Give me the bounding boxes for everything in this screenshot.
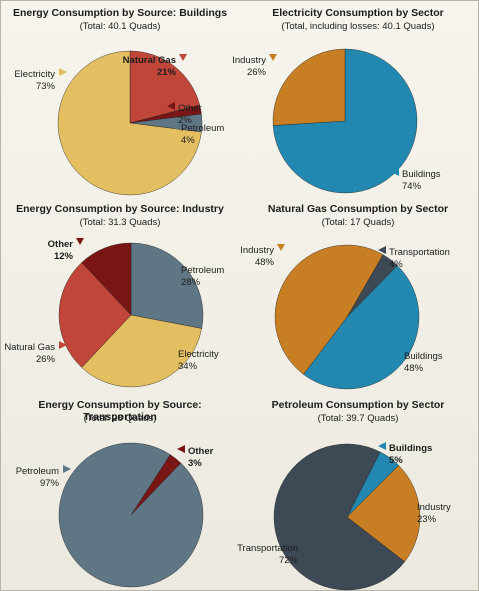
chart-title: Petroleum Consumption by Sector bbox=[271, 399, 445, 411]
chart-transportation-by-source: Energy Consumption by Source: Transporta… bbox=[1, 393, 239, 589]
label-marker-transportation bbox=[378, 246, 386, 254]
chart-subtitle: (Total: 40.1 Quads) bbox=[79, 21, 161, 32]
slice-label-petroleum: Petroleum bbox=[181, 123, 224, 134]
slice-value-other: 12% bbox=[54, 251, 74, 262]
slice-label-petroleum: Petroleum bbox=[181, 265, 224, 276]
chart-subtitle: (Total: 28 Quads) bbox=[83, 413, 157, 424]
slice-value-natural-gas: 26% bbox=[36, 354, 56, 365]
chart-title: Electricity Consumption by Sector bbox=[272, 7, 444, 19]
slice-label-industry: Industry bbox=[240, 245, 274, 256]
label-marker-buildings bbox=[378, 442, 386, 450]
label-marker-industry bbox=[277, 244, 285, 251]
slice-value-transportation: 72% bbox=[279, 555, 299, 566]
chart-title: Energy Consumption by Source: Transporta… bbox=[38, 399, 202, 423]
pie-slice-electricity bbox=[57, 50, 202, 196]
slice-value-industry: 23% bbox=[417, 514, 437, 525]
label-marker-other bbox=[167, 102, 175, 110]
slice-value-petroleum: 4% bbox=[181, 135, 195, 146]
slice-value-natural-gas: 21% bbox=[157, 67, 177, 78]
label-marker-industry bbox=[269, 54, 277, 61]
slice-label-buildings: Buildings bbox=[402, 169, 441, 180]
pie-slice-industry bbox=[272, 48, 346, 126]
slice-value-petroleum: 28% bbox=[181, 277, 201, 288]
pie-slice-industry bbox=[346, 465, 421, 563]
pie-slice-buildings bbox=[303, 265, 420, 390]
slice-label-transportation: Transportation bbox=[237, 543, 298, 554]
label-marker-petroleum bbox=[170, 122, 178, 130]
slice-label-other: Other bbox=[178, 103, 202, 114]
label-marker-buildings bbox=[391, 168, 399, 176]
label-marker-natural-gas bbox=[59, 341, 67, 349]
pie-slice-natural-gas bbox=[58, 262, 132, 368]
slice-value-industry: 26% bbox=[247, 67, 267, 78]
slice-label-buildings: Buildings bbox=[404, 351, 443, 362]
label-marker-petroleum bbox=[63, 465, 71, 473]
slice-value-industry: 48% bbox=[255, 257, 275, 268]
pie-slice-other bbox=[81, 242, 132, 316]
slice-value-buildings: 48% bbox=[404, 363, 424, 374]
slice-value-electricity: 34% bbox=[178, 361, 198, 372]
slice-label-other: Other bbox=[48, 239, 74, 250]
slice-value-transportation: 4% bbox=[389, 259, 403, 270]
label-marker-other bbox=[177, 445, 185, 453]
pie-slice-petroleum bbox=[58, 442, 204, 588]
chart-title: Natural Gas Consumption by Sector bbox=[267, 203, 449, 215]
label-marker-other bbox=[76, 238, 84, 245]
slice-label-electricity: Electricity bbox=[178, 349, 219, 360]
chart-subtitle: (Total: 31.3 Quads) bbox=[79, 217, 161, 228]
slice-label-petroleum: Petroleum bbox=[16, 466, 59, 477]
chart-subtitle: (Total, including losses: 40.1 Quads) bbox=[281, 21, 435, 32]
slice-label-industry: Industry bbox=[417, 502, 451, 513]
chart-industry-by-source: Energy Consumption by Source: Industry (… bbox=[1, 197, 239, 393]
pie-slice-natural-gas bbox=[129, 50, 200, 124]
label-marker-transportation bbox=[302, 542, 310, 550]
chart-title: Energy Consumption by Source: Industry bbox=[16, 203, 224, 215]
slice-label-other: Other bbox=[188, 446, 214, 457]
slice-label-buildings: Buildings bbox=[389, 443, 432, 454]
slice-value-other: 2% bbox=[178, 115, 192, 126]
slice-value-buildings: 74% bbox=[402, 181, 422, 192]
chart-title: Energy Consumption by Source: Buildings bbox=[12, 7, 228, 19]
slice-label-natural-gas: Natural Gas bbox=[123, 55, 176, 66]
label-marker-petroleum bbox=[170, 264, 178, 272]
slice-label-industry: Industry bbox=[232, 55, 266, 66]
chart-subtitle: (Total: 17 Quads) bbox=[321, 217, 395, 228]
slice-value-buildings: 5% bbox=[389, 455, 403, 466]
chart-electricity-by-sector: Electricity Consumption by Sector (Total… bbox=[232, 1, 477, 197]
chart-petroleum-by-sector: Petroleum Consumption by Sector (Total: … bbox=[237, 393, 477, 591]
slice-label-natural-gas: Natural Gas bbox=[4, 342, 55, 353]
label-marker-natural-gas bbox=[179, 54, 187, 61]
label-marker-industry bbox=[406, 501, 414, 509]
pie-slice-transportation bbox=[273, 443, 405, 591]
chart-natural-gas-by-sector: Natural Gas Consumption by Sector (Total… bbox=[239, 197, 477, 393]
slice-value-petroleum: 97% bbox=[40, 478, 60, 489]
label-marker-electricity bbox=[167, 348, 175, 356]
slice-label-electricity: Electricity bbox=[14, 69, 55, 80]
label-marker-electricity bbox=[59, 68, 67, 76]
chart-buildings-by-source: Energy Consumption by Source: Buildings … bbox=[1, 1, 239, 197]
pie-slice-petroleum bbox=[130, 242, 204, 329]
slice-value-electricity: 73% bbox=[36, 81, 56, 92]
pie-slice-industry bbox=[274, 244, 384, 375]
label-marker-buildings bbox=[393, 350, 401, 358]
chart-subtitle: (Total: 39.7 Quads) bbox=[317, 413, 399, 424]
slice-label-transportation: Transportation bbox=[389, 247, 450, 258]
pie-slice-electricity bbox=[81, 314, 202, 388]
slice-value-other: 3% bbox=[188, 458, 202, 469]
